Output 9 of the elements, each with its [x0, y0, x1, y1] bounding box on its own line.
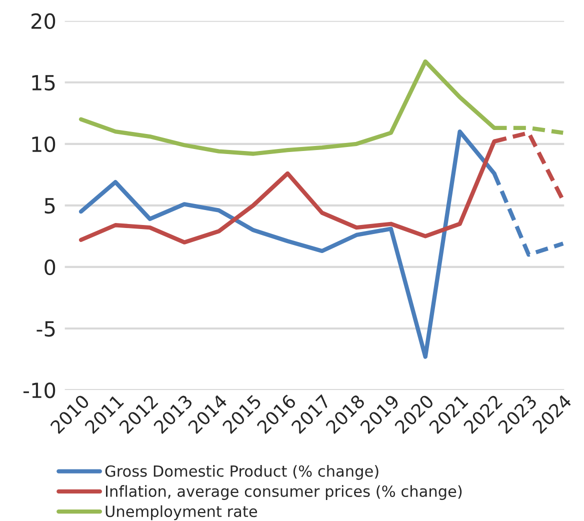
y-tick-label: -5 [36, 321, 55, 337]
y-tick-label: 15 [32, 75, 55, 91]
y-tick-label: 0 [44, 259, 56, 276]
y-tick-label: 10 [32, 136, 56, 152]
legend-label: Unemployment rate [106, 505, 258, 520]
y-tick-label: 20 [32, 13, 56, 30]
y-tick-label: 5 [44, 198, 55, 214]
legend-label: Inflation, average consumer prices (% change) [106, 485, 462, 500]
legend-label: Gross Domestic Product (% change) [105, 465, 378, 480]
